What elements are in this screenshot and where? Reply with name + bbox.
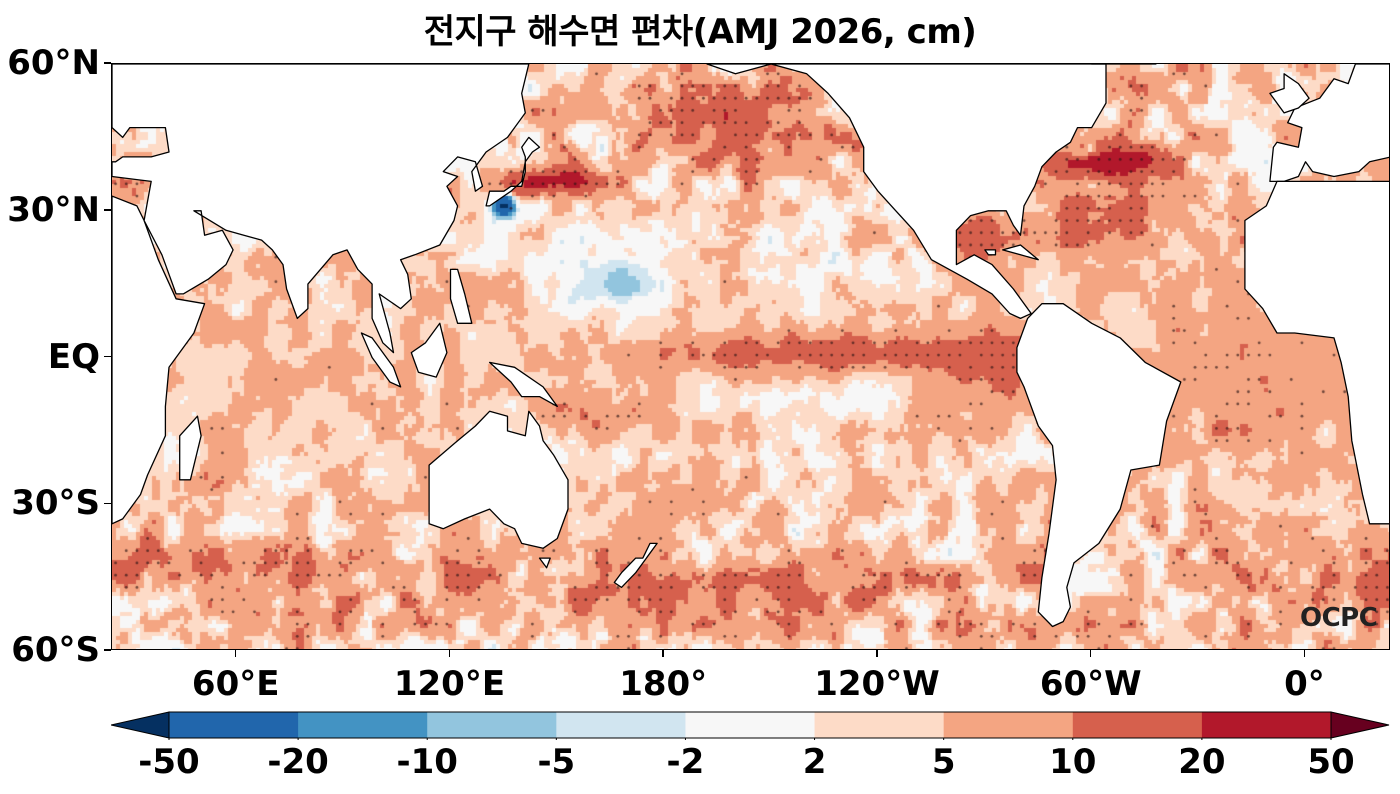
y-tick-label: 30°S xyxy=(11,483,100,524)
colorbar-tick-label: 2 xyxy=(802,742,827,782)
colorbar-segment xyxy=(169,712,299,738)
y-tick-label: 60°N xyxy=(7,43,100,83)
y-tick xyxy=(104,355,111,358)
y-tick-label: EQ xyxy=(47,336,100,377)
y-tick-label: 30°N xyxy=(7,189,100,230)
colorbar-tick-label: 50 xyxy=(1307,742,1355,782)
colorbar-segment xyxy=(814,712,945,738)
x-tick-label: 180° xyxy=(619,664,708,704)
landmass-japan xyxy=(485,136,541,207)
x-tick xyxy=(1089,650,1092,657)
x-tick xyxy=(448,650,451,657)
colorbar-tick-label: -2 xyxy=(666,742,705,782)
y-tick xyxy=(104,209,111,211)
colorbar-segment xyxy=(685,712,816,738)
colorbar-segment xyxy=(1072,712,1203,738)
colorbar-extend-min xyxy=(111,711,170,739)
chart-title: 전지구 해수면 편차(AMJ 2026, cm) xyxy=(423,12,977,52)
coastlines xyxy=(112,64,1389,628)
landmass-philippines xyxy=(449,268,473,324)
x-tick-label: 60°E xyxy=(191,664,280,704)
x-tick-label: 120°E xyxy=(393,664,506,704)
x-tick xyxy=(876,650,878,657)
landmass-iceland_europe xyxy=(1269,64,1389,183)
landmass-aus xyxy=(428,410,569,549)
y-tick xyxy=(104,649,111,651)
colorbar-extend-max xyxy=(1330,711,1390,739)
colorbar-tick-label: 20 xyxy=(1178,742,1226,782)
landmass-madagascar xyxy=(179,415,202,481)
y-tick xyxy=(104,62,111,64)
x-tick xyxy=(234,650,237,657)
landmass-borneo xyxy=(410,322,448,378)
landmass-samerica xyxy=(1016,303,1182,628)
x-tick xyxy=(1303,650,1306,657)
landmass-africa_w xyxy=(1244,180,1389,525)
colorbar-tick-label: -10 xyxy=(396,742,458,782)
landmass-africa xyxy=(112,195,206,525)
landmass-newguinea xyxy=(488,361,558,408)
landmass-sumatra xyxy=(360,332,402,388)
x-tick xyxy=(662,650,664,657)
y-tick xyxy=(104,502,111,504)
colorbar-segment xyxy=(556,712,686,738)
colorbar xyxy=(111,711,1390,740)
y-tick-label: 60°S xyxy=(11,630,100,670)
landmass-arabia_india xyxy=(112,64,530,354)
landmass-uk xyxy=(1269,73,1310,114)
colorbar-segment xyxy=(427,712,557,738)
colorbar-tick-label: -20 xyxy=(267,742,329,782)
ocpc-watermark: OCPC xyxy=(1300,603,1378,633)
colorbar-tick-label: 5 xyxy=(931,742,956,782)
colorbar-frame xyxy=(168,711,1332,739)
x-tick-label: 120°W xyxy=(814,664,940,704)
landmass-tasmania xyxy=(538,557,551,569)
colorbar-tick-label: -50 xyxy=(138,742,200,782)
colorbar-tick-label: -5 xyxy=(537,742,576,782)
landmass-namerica xyxy=(706,64,1107,320)
colorbar-segment xyxy=(943,712,1074,738)
x-tick-label: 60°W xyxy=(1039,664,1142,704)
map-panel xyxy=(111,63,1390,650)
landmass-florida_gulf xyxy=(984,249,997,256)
colorbar-segment xyxy=(1201,712,1332,738)
x-tick-label: 0° xyxy=(1284,664,1325,704)
colorbar-segment xyxy=(298,712,428,738)
landmass-cuba xyxy=(1002,244,1039,261)
landmass-antarctica_nz xyxy=(613,542,658,589)
colorbar-tick-label: 10 xyxy=(1049,742,1097,782)
